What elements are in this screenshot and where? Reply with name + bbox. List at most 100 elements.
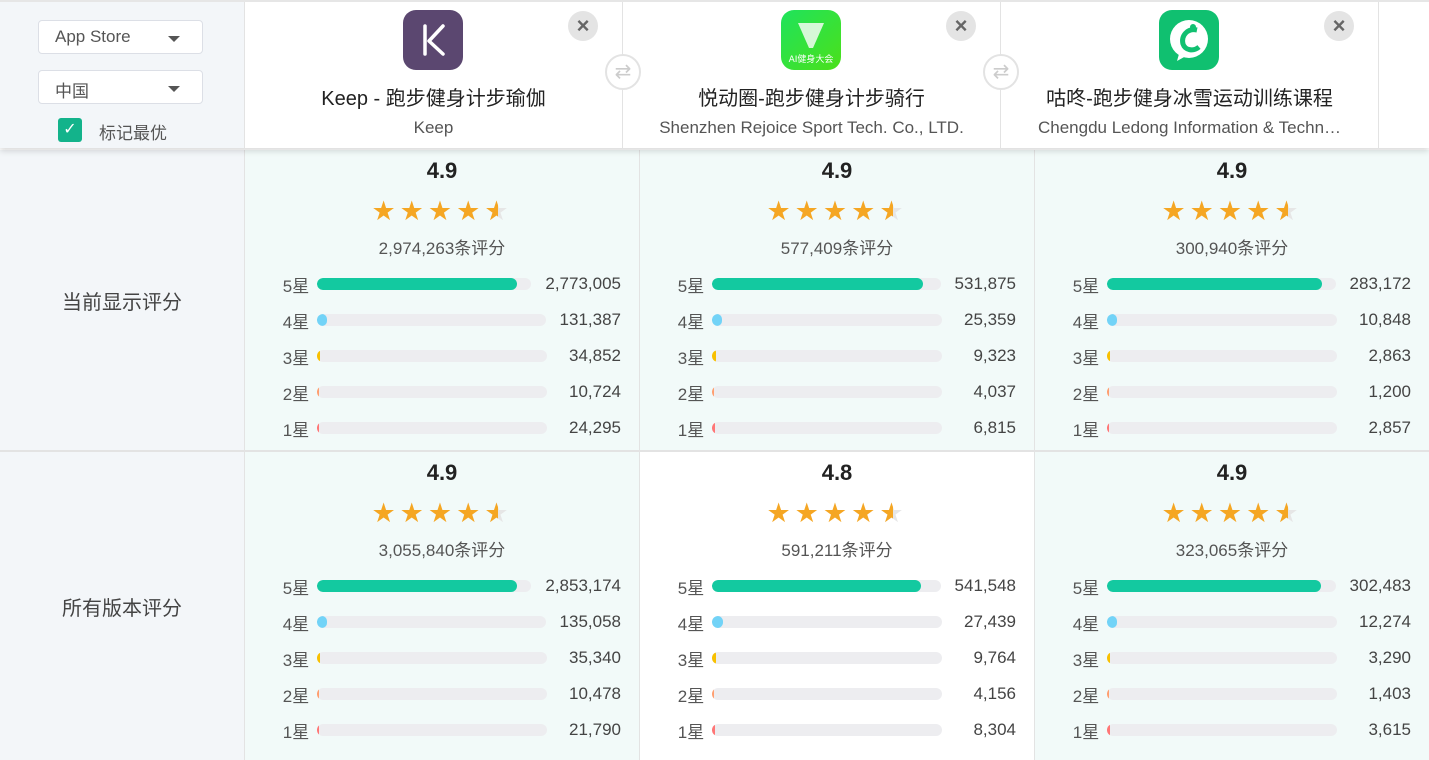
remove-app-button[interactable]: ×	[1324, 11, 1354, 41]
average-score: 4.9	[426, 158, 458, 183]
star-icon: ★	[399, 498, 428, 528]
rating-count: 2,863	[1368, 346, 1411, 365]
swap-apps-button[interactable]: ⇄	[605, 54, 641, 90]
rating-count: 10,478	[569, 684, 621, 703]
rating-cell: 4.9 ★★★★★ 300,940条评分 5星 283,172 4星 10,84…	[1035, 150, 1429, 450]
rating-count: 3,290	[1368, 648, 1411, 667]
rating-bar-fill	[317, 314, 328, 326]
app-name[interactable]: 咕咚-跑步健身冰雪运动训练课程	[1046, 88, 1333, 110]
rating-bar-fill	[317, 386, 319, 398]
star-icon: ★	[1161, 498, 1190, 528]
rating-count: 2,853,174	[545, 576, 621, 595]
star-icon: ★	[1246, 196, 1275, 226]
filter-panel: App Store 中国 ✓ 标记最优	[0, 2, 245, 148]
rating-bar-row: 5星 541,548	[670, 568, 1016, 604]
star-level-label: 1星	[1072, 722, 1100, 742]
remove-app-button[interactable]: ×	[568, 11, 598, 41]
rating-count: 302,483	[1349, 576, 1411, 595]
app-icon-text: AI健身大会	[789, 53, 834, 65]
star-level-label: 5星	[282, 578, 310, 598]
rating-distribution: 5星 541,548 4星 27,439 3星 9,764 2星 4,156 1…	[670, 568, 1016, 748]
rating-bar-row: 1星 21,790	[275, 712, 621, 748]
rating-bar-row: 3星 9,764	[670, 640, 1016, 676]
star-level-label: 2星	[282, 686, 310, 706]
star-icon: ★	[794, 196, 823, 226]
app-icon[interactable]: AI健身大会	[781, 10, 841, 70]
row-label: 当前显示评分	[0, 150, 245, 450]
star-icon: ★	[851, 196, 880, 226]
star-icon: ★	[1161, 196, 1190, 226]
star-rating: ★★★★★	[1035, 196, 1429, 227]
star-level-label: 2星	[1072, 686, 1100, 706]
swap-apps-button[interactable]: ⇄	[983, 54, 1019, 90]
star-icon: ★	[484, 196, 512, 227]
rating-bar-row: 2星 4,156	[670, 676, 1016, 712]
rating-bar-row: 1星 24,295	[275, 410, 621, 446]
star-icon: ★	[822, 196, 852, 226]
rating-count: 1,403	[1368, 684, 1411, 703]
rating-count: 131,387	[559, 310, 621, 329]
rating-bar-fill	[1107, 314, 1117, 326]
rating-count: 4,037	[973, 382, 1016, 401]
rating-cell: 4.9 ★★★★★ 2,974,263条评分 5星 2,773,005 4星 1…	[245, 150, 640, 450]
rating-bar-track	[317, 688, 547, 700]
rating-count: 3,615	[1368, 720, 1411, 739]
average-score: 4.9	[821, 158, 853, 183]
star-level-label: 1星	[282, 722, 310, 742]
app-icon[interactable]	[403, 10, 463, 70]
rating-bar-fill	[712, 350, 716, 362]
rating-bar-track	[712, 350, 942, 362]
rating-bar-row: 5星 283,172	[1065, 266, 1411, 302]
average-score: 4.8	[821, 460, 853, 485]
rating-bar-fill	[317, 616, 328, 628]
star-level-label: 5星	[677, 276, 705, 296]
rating-distribution: 5星 531,875 4星 25,359 3星 9,323 2星 4,037 1…	[670, 266, 1016, 446]
rating-cell: 4.9 ★★★★★ 3,055,840条评分 5星 2,853,174 4星 1…	[245, 452, 640, 760]
remove-app-button[interactable]: ×	[946, 11, 976, 41]
star-level-label: 3星	[677, 650, 705, 670]
rating-bar-fill	[712, 386, 714, 398]
star-rating: ★★★★★	[640, 498, 1034, 529]
app-header-1: × Keep - 跑步健身计步瑜伽 Keep	[245, 2, 623, 148]
star-icon: ★	[1217, 196, 1247, 226]
rating-bar-row: 1星 2,857	[1065, 410, 1411, 446]
rating-bar-fill	[712, 314, 723, 326]
rating-bar-track	[317, 580, 532, 592]
mark-best-checkbox[interactable]: ✓	[58, 118, 82, 142]
star-level-label: 1星	[282, 420, 310, 440]
rating-bar-track	[1107, 314, 1337, 326]
rating-count: 9,764	[973, 648, 1016, 667]
app-name[interactable]: 悦动圈-跑步健身计步骑行	[698, 88, 925, 110]
rating-cell: 4.8 ★★★★★ 591,211条评分 5星 541,548 4星 27,43…	[640, 452, 1035, 760]
rating-bar-row: 4星 131,387	[275, 302, 621, 338]
rating-count: 2,857	[1368, 418, 1411, 437]
star-icon: ★	[1189, 498, 1218, 528]
rating-count: 2,773,005	[545, 274, 621, 293]
store-select[interactable]: App Store	[38, 20, 203, 54]
country-select[interactable]: 中国	[38, 70, 203, 104]
star-rating: ★★★★★	[245, 498, 639, 529]
app-icon[interactable]	[1159, 10, 1219, 70]
rating-bar-fill	[317, 278, 517, 290]
rating-bar-track	[1107, 616, 1337, 628]
star-level-label: 5星	[1072, 276, 1100, 296]
rating-count: 24,295	[569, 418, 621, 437]
rating-bar-track	[1107, 652, 1337, 664]
average-score: 4.9	[1216, 158, 1248, 183]
rating-bar-track	[712, 580, 941, 592]
star-icon: ★	[371, 196, 400, 226]
total-ratings: 591,211条评分	[781, 541, 893, 560]
row-divider	[0, 450, 1429, 452]
rating-bar-fill	[712, 422, 715, 434]
rating-bar-fill	[712, 724, 716, 736]
country-select-value: 中国	[55, 82, 89, 101]
rating-bar-row: 5星 2,773,005	[275, 266, 621, 302]
rating-count: 283,172	[1349, 274, 1411, 293]
star-level-label: 3星	[1072, 348, 1100, 368]
app-header-3: × 咕咚-跑步健身冰雪运动训练课程 Chengdu Ledong Informa…	[1001, 2, 1379, 148]
app-name[interactable]: Keep - 跑步健身计步瑜伽	[321, 88, 546, 110]
star-level-label: 3星	[282, 650, 310, 670]
rating-count: 6,815	[973, 418, 1016, 437]
star-level-label: 2星	[677, 384, 705, 404]
star-rating: ★★★★★	[1035, 498, 1429, 529]
